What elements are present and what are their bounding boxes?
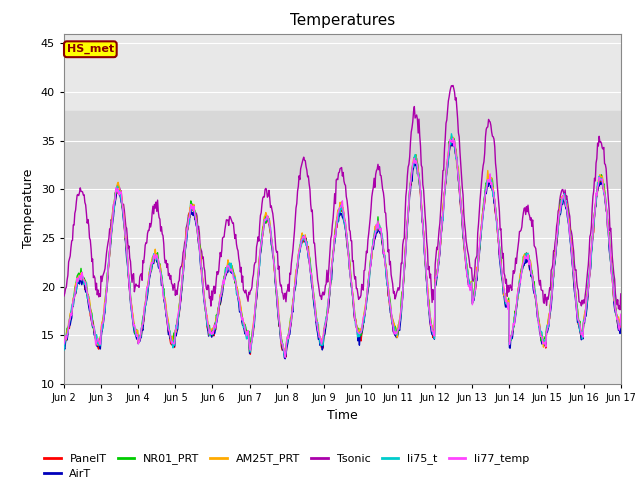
- Tsonic: [334, 177, 342, 182]
- li75_t: [280, 353, 288, 359]
- li75_t: [617, 320, 625, 325]
- PanelT: [182, 235, 190, 240]
- PanelT: [60, 337, 68, 343]
- li75_t: [444, 162, 451, 168]
- AM25T_PRT: [568, 243, 575, 249]
- Legend: PanelT, AirT, NR01_PRT, AM25T_PRT, Tsonic, li75_t, li77_temp: PanelT, AirT, NR01_PRT, AM25T_PRT, Tsoni…: [40, 449, 534, 480]
- Tsonic: [617, 291, 625, 297]
- PanelT: [447, 137, 454, 143]
- li77_temp: [206, 327, 214, 333]
- Line: li77_temp: li77_temp: [64, 139, 621, 358]
- PanelT: [389, 322, 397, 328]
- li75_t: [206, 333, 214, 338]
- AM25T_PRT: [335, 206, 342, 212]
- NR01_PRT: [617, 315, 625, 321]
- li75_t: [182, 241, 190, 247]
- AM25T_PRT: [182, 229, 190, 235]
- Line: AM25T_PRT: AM25T_PRT: [64, 136, 621, 352]
- PanelT: [335, 211, 342, 216]
- AirT: [335, 218, 342, 224]
- li77_temp: [449, 136, 457, 142]
- Tsonic: [388, 276, 396, 282]
- Line: PanelT: PanelT: [64, 140, 621, 357]
- AM25T_PRT: [206, 329, 214, 335]
- li75_t: [568, 245, 575, 251]
- li77_temp: [182, 234, 190, 240]
- AirT: [449, 139, 457, 145]
- AM25T_PRT: [617, 316, 625, 322]
- Tsonic: [616, 307, 624, 312]
- AirT: [389, 322, 397, 328]
- Tsonic: [182, 225, 190, 230]
- AirT: [60, 344, 68, 350]
- AM25T_PRT: [60, 338, 68, 344]
- li75_t: [335, 213, 342, 219]
- Tsonic: [566, 226, 574, 232]
- Tsonic: [206, 294, 214, 300]
- Y-axis label: Temperature: Temperature: [22, 169, 35, 249]
- PanelT: [617, 324, 625, 330]
- li77_temp: [335, 209, 342, 215]
- PanelT: [206, 329, 214, 335]
- AirT: [617, 325, 625, 331]
- Bar: [64, 111, 621, 189]
- NR01_PRT: [447, 134, 455, 140]
- Tsonic: [443, 117, 451, 123]
- NR01_PRT: [60, 337, 68, 343]
- NR01_PRT: [568, 244, 575, 250]
- li77_temp: [444, 156, 451, 162]
- li75_t: [447, 131, 455, 137]
- li77_temp: [617, 312, 625, 317]
- AM25T_PRT: [389, 316, 397, 322]
- Line: Tsonic: Tsonic: [64, 85, 621, 310]
- AirT: [282, 356, 289, 361]
- PanelT: [444, 156, 451, 162]
- AM25T_PRT: [280, 349, 288, 355]
- PanelT: [568, 245, 575, 251]
- li77_temp: [389, 320, 397, 326]
- NR01_PRT: [444, 159, 451, 165]
- AirT: [206, 330, 214, 336]
- Line: NR01_PRT: NR01_PRT: [64, 137, 621, 353]
- AM25T_PRT: [447, 133, 455, 139]
- Line: li75_t: li75_t: [64, 134, 621, 356]
- li77_temp: [282, 355, 289, 360]
- li75_t: [389, 321, 397, 326]
- NR01_PRT: [206, 329, 214, 335]
- AirT: [568, 250, 575, 255]
- Title: Temperatures: Temperatures: [290, 13, 395, 28]
- li77_temp: [60, 341, 68, 347]
- Line: AirT: AirT: [64, 142, 621, 359]
- NR01_PRT: [280, 350, 288, 356]
- AM25T_PRT: [444, 157, 451, 163]
- NR01_PRT: [182, 234, 190, 240]
- li77_temp: [568, 243, 575, 249]
- Tsonic: [60, 293, 68, 299]
- li75_t: [60, 347, 68, 353]
- Text: HS_met: HS_met: [67, 44, 114, 54]
- X-axis label: Time: Time: [327, 408, 358, 421]
- AirT: [444, 165, 451, 170]
- NR01_PRT: [335, 211, 342, 217]
- NR01_PRT: [389, 317, 397, 323]
- PanelT: [282, 354, 290, 360]
- Tsonic: [449, 83, 457, 88]
- AirT: [182, 241, 190, 247]
